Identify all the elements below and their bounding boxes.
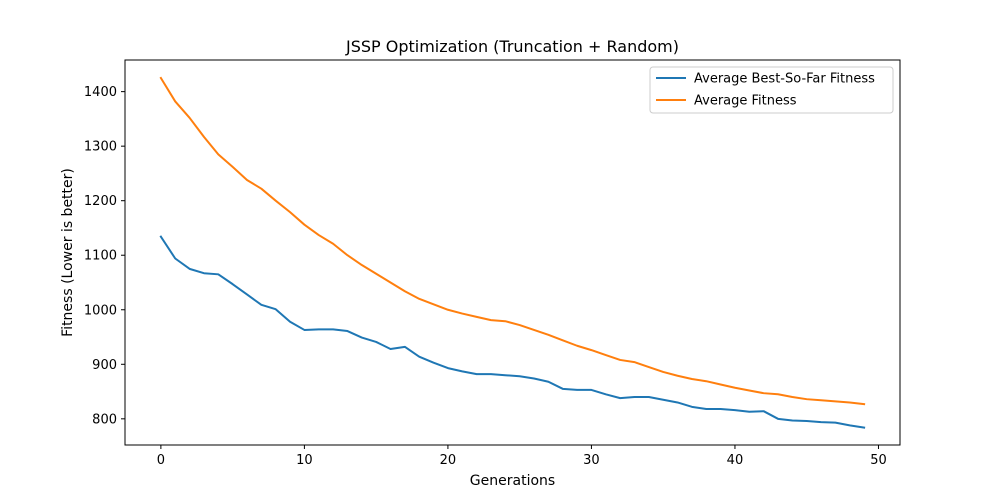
legend: Average Best-So-Far Fitness Average Fitn…	[649, 66, 894, 114]
x-tick-label: 30	[583, 453, 600, 468]
x-tick-label: 10	[296, 453, 313, 468]
x-axis: 0 10 20 30 40 50	[157, 445, 887, 468]
legend-label-best-so-far: Average Best-So-Far Fitness	[694, 72, 875, 87]
x-tick-label: 40	[727, 453, 744, 468]
y-tick-label: 800	[92, 412, 117, 427]
legend-box	[649, 66, 894, 114]
series-line-1	[159, 76, 866, 406]
chart-title: JSSP Optimization (Truncation + Random)	[345, 37, 679, 56]
y-tick-label: 1100	[84, 249, 117, 264]
y-tick-label: 1000	[84, 303, 117, 318]
y-axis: 800 900 1000 1100 1200 1300 1400	[84, 85, 125, 427]
y-axis-label: Fitness (Lower is better)	[60, 168, 76, 337]
plot-frame	[124, 59, 901, 446]
x-tick-label: 20	[440, 453, 457, 468]
series-layer	[159, 76, 866, 429]
y-tick-label: 1400	[84, 85, 117, 100]
legend-label-average: Average Fitness	[694, 94, 797, 109]
y-tick-label: 1200	[84, 194, 117, 209]
series-line-0	[159, 235, 866, 429]
x-tick-label: 0	[157, 453, 165, 468]
y-tick-label: 1300	[84, 140, 117, 155]
x-axis-label: Generations	[470, 473, 555, 489]
x-tick-label: 50	[870, 453, 887, 468]
y-tick-label: 900	[92, 358, 117, 373]
